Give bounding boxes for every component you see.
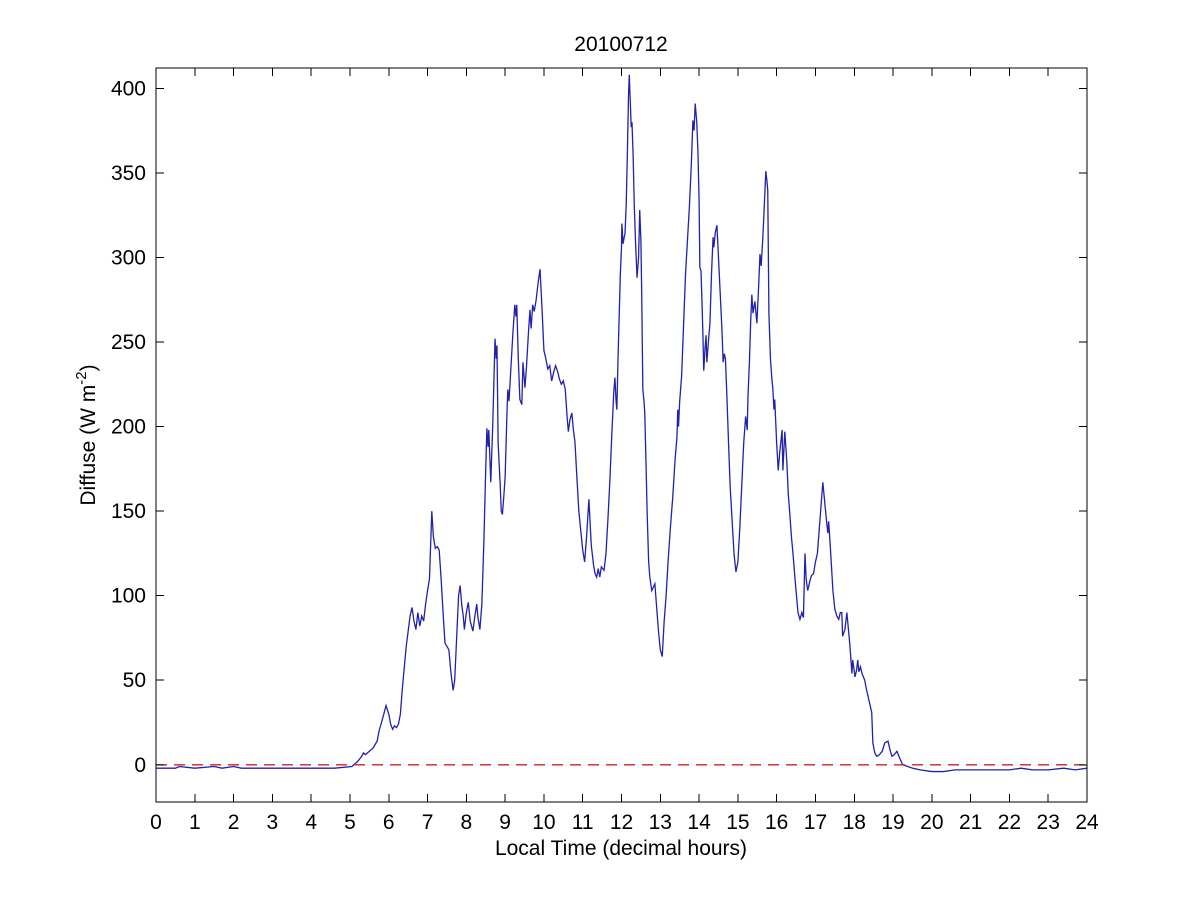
x-tick-label: 1 xyxy=(189,811,201,834)
x-tick-label: 17 xyxy=(804,811,827,834)
y-tick-label: 100 xyxy=(111,585,146,608)
x-tick-label: 15 xyxy=(726,811,749,834)
y-axis-label-text: Diffuse (W m-2) xyxy=(73,364,100,505)
x-tick-label: 12 xyxy=(610,811,633,834)
x-tick-label: 10 xyxy=(532,811,555,834)
x-tick-label: 23 xyxy=(1037,811,1060,834)
x-tick-label: 19 xyxy=(881,811,904,834)
axis-box xyxy=(155,67,1088,803)
x-tick-label: 0 xyxy=(150,811,162,834)
x-tick-label: 9 xyxy=(499,811,511,834)
y-tick-label: 50 xyxy=(123,669,146,692)
x-tick-label: 8 xyxy=(460,811,472,834)
chart-title: 20100712 xyxy=(574,33,667,56)
x-tick-label: 21 xyxy=(959,811,982,834)
x-tick-label: 18 xyxy=(843,811,866,834)
x-tick-label: 4 xyxy=(305,811,317,834)
x-tick-label: 2 xyxy=(228,811,240,834)
x-tick-label: 5 xyxy=(344,811,356,834)
y-tick-label: 150 xyxy=(111,500,146,523)
y-axis-label: Diffuse (W m-2) xyxy=(73,364,100,505)
y-tick-label: 0 xyxy=(134,754,146,777)
y-tick-label: 400 xyxy=(111,77,146,100)
plot-area: 0 1 2 3 4 5 6 7 8 9 10 11 12 13 14 15 16 17 18 19 20 21 22 23 24… xyxy=(111,67,1099,834)
x-tick-label: 6 xyxy=(383,811,395,834)
x-tick-label: 16 xyxy=(765,811,788,834)
y-tick-label: 200 xyxy=(111,416,146,439)
x-tick-label: 7 xyxy=(422,811,434,834)
x-tick-label: 11 xyxy=(572,811,594,834)
x-tick-label: 14 xyxy=(687,811,711,834)
x-tick-label: 3 xyxy=(267,811,279,834)
x-tick-label: 20 xyxy=(920,811,943,834)
y-tick-label: 250 xyxy=(111,331,146,354)
y-tick-label: 350 xyxy=(111,162,146,185)
x-axis-label: Local Time (decimal hours) xyxy=(495,837,747,860)
x-tick-label: 22 xyxy=(998,811,1021,834)
y-tick-label: 300 xyxy=(111,246,146,269)
x-tick-label: 13 xyxy=(649,811,672,834)
series-diffuse-irradiance xyxy=(156,74,1088,773)
x-tick-label: 24 xyxy=(1075,811,1099,834)
